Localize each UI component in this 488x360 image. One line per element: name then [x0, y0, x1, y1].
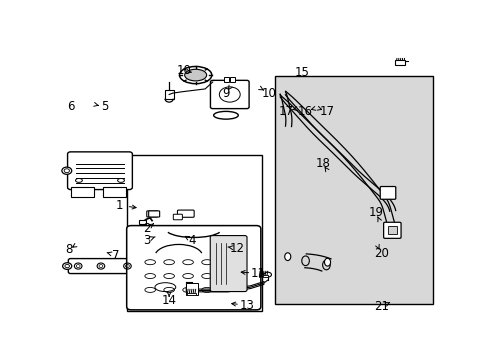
Bar: [187, 293, 196, 296]
Bar: [275, 76, 432, 304]
Bar: [223, 77, 228, 82]
FancyBboxPatch shape: [126, 226, 260, 310]
FancyBboxPatch shape: [148, 211, 159, 217]
Text: 12: 12: [229, 242, 244, 255]
Ellipse shape: [324, 258, 330, 266]
Text: 4: 4: [188, 234, 195, 247]
FancyBboxPatch shape: [173, 214, 182, 220]
Bar: [70, 187, 94, 197]
Text: 18: 18: [315, 157, 329, 170]
Bar: [164, 90, 173, 99]
Text: 1: 1: [116, 199, 123, 212]
Text: 13: 13: [239, 299, 254, 312]
Text: 2: 2: [142, 222, 150, 235]
Ellipse shape: [62, 263, 72, 269]
FancyBboxPatch shape: [210, 80, 248, 109]
Text: 3: 3: [142, 234, 150, 247]
FancyBboxPatch shape: [177, 210, 194, 217]
Text: 20: 20: [373, 247, 388, 260]
Text: 17: 17: [319, 105, 334, 118]
Bar: [139, 220, 146, 224]
FancyBboxPatch shape: [67, 152, 132, 190]
Text: 16: 16: [298, 105, 312, 118]
Text: 21: 21: [373, 300, 388, 313]
Bar: [387, 226, 396, 234]
Text: 11: 11: [250, 267, 265, 280]
Bar: [102, 187, 126, 197]
Bar: [229, 77, 235, 82]
Ellipse shape: [62, 167, 72, 174]
FancyBboxPatch shape: [146, 211, 158, 217]
Text: 8: 8: [65, 243, 72, 256]
FancyBboxPatch shape: [68, 258, 150, 274]
Text: 7: 7: [112, 249, 120, 262]
Text: 14: 14: [162, 294, 176, 307]
Text: 10: 10: [177, 64, 191, 77]
Text: 6: 6: [67, 100, 74, 113]
Ellipse shape: [284, 253, 290, 261]
Text: 9: 9: [222, 87, 229, 100]
Text: 19: 19: [367, 206, 383, 219]
Bar: [394, 60, 405, 66]
FancyBboxPatch shape: [210, 235, 246, 292]
Text: 15: 15: [294, 66, 308, 79]
FancyBboxPatch shape: [383, 222, 400, 238]
Ellipse shape: [184, 69, 206, 81]
Bar: [259, 275, 268, 278]
Bar: [186, 283, 197, 296]
Text: 5: 5: [101, 100, 108, 113]
Text: 17: 17: [278, 105, 293, 118]
Bar: [127, 156, 262, 311]
Text: 10: 10: [261, 87, 276, 100]
FancyBboxPatch shape: [380, 186, 395, 199]
Ellipse shape: [179, 67, 211, 84]
